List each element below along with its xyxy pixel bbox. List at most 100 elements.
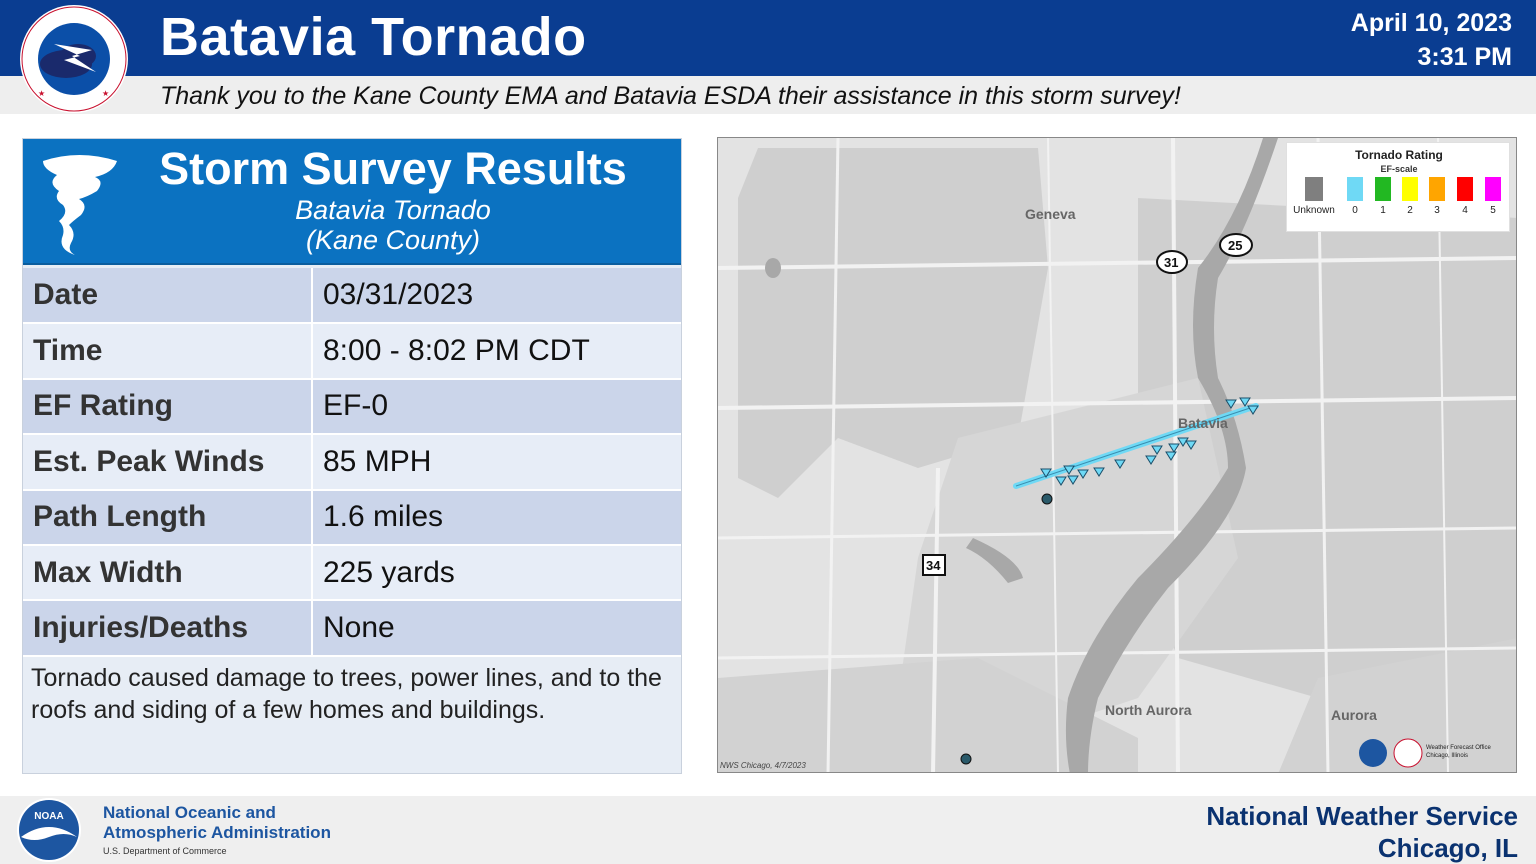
il25-shield: [1219, 233, 1253, 257]
road: [931, 467, 940, 772]
nws-small-logo: [1393, 738, 1423, 768]
damage-point: [1077, 469, 1089, 479]
results-panel: Storm Survey Results Batavia Tornado (Ka…: [22, 138, 682, 774]
office-label: Weather Forecast Office Chicago, Illinoi…: [1426, 745, 1491, 759]
us34-shield: [922, 554, 946, 576]
legend-subtitle: EF-scale: [1380, 164, 1418, 174]
urban-area: [1278, 638, 1516, 772]
noaa-name-line2: Atmospheric Administration: [103, 823, 331, 842]
legend-label: 4: [1462, 205, 1468, 216]
place-batavia: Batavia: [1178, 415, 1228, 431]
road: [826, 138, 840, 772]
thanks-note: Thank you to the Kane County EMA and Bat…: [160, 82, 1181, 110]
noaa-name: National Oceanic and Atmospheric Adminis…: [103, 803, 331, 843]
urban-area: [718, 658, 1138, 772]
legend-label: Unknown: [1293, 205, 1335, 216]
tornado-icon: [43, 155, 117, 255]
damage-point: [1145, 455, 1157, 465]
pond: [765, 258, 781, 278]
damage-point: [1063, 465, 1075, 475]
page-title: Batavia Tornado: [160, 7, 587, 67]
damage-point: [1165, 451, 1177, 461]
lake: [966, 538, 1023, 583]
us31-shield: [1156, 250, 1188, 274]
footer-band: [0, 796, 1536, 864]
legend-swatch: [1457, 177, 1473, 201]
survey-marker: [1041, 493, 1053, 505]
survey-map[interactable]: Geneva Batavia North Aurora Aurora 31 25…: [717, 137, 1517, 773]
row-value: 85 MPH: [312, 434, 681, 491]
row-value: 225 yards: [312, 544, 681, 602]
table-row: Est. Peak Winds 85 MPH: [23, 434, 681, 491]
us31-label: 31: [1164, 255, 1179, 270]
damage-point: [1151, 445, 1163, 455]
damage-point: [1114, 459, 1126, 469]
row-label: Time: [23, 323, 313, 380]
legend-swatch: [1429, 177, 1445, 201]
road: [718, 256, 1516, 270]
row-value: 03/31/2023: [312, 268, 681, 325]
damage-point: [1247, 405, 1259, 415]
legend-swatch: [1305, 177, 1323, 201]
nws-office-line1: National Weather Service: [1206, 801, 1518, 831]
row-value: 1.6 miles: [312, 489, 681, 546]
legend-swatch: [1347, 177, 1363, 201]
map-credit: NWS Chicago, 4/7/2023: [720, 761, 806, 770]
survey-marker: [960, 753, 972, 765]
issue-date: April 10, 2023: [1350, 9, 1512, 37]
row-value: 8:00 - 8:02 PM CDT: [312, 323, 681, 380]
damage-point: [1177, 437, 1189, 447]
damage-point: [1040, 468, 1052, 478]
table-row: Injuries/Deaths None: [23, 600, 681, 657]
road: [1047, 138, 1059, 772]
urban-area: [1138, 198, 1516, 698]
legend-label: 1: [1380, 205, 1386, 216]
place-aurora: Aurora: [1331, 707, 1377, 723]
table-row: Max Width 225 yards: [23, 544, 681, 602]
issue-time: 3:31 PM: [1417, 43, 1512, 71]
row-label: Path Length: [23, 489, 313, 546]
subheader-band: [0, 76, 1536, 114]
table-row: Time 8:00 - 8:02 PM CDT: [23, 323, 681, 380]
nws-office: National Weather Service Chicago, IL: [1206, 800, 1518, 864]
results-table: Date 03/31/2023 Time 8:00 - 8:02 PM CDT EF…: [23, 268, 681, 657]
nws-office-line2: Chicago, IL: [1377, 833, 1518, 863]
row-label: Est. Peak Winds: [23, 434, 313, 491]
damage-points: [1040, 397, 1259, 486]
road: [1171, 138, 1180, 772]
road: [1316, 138, 1330, 772]
results-header: Storm Survey Results Batavia Tornado (Ka…: [23, 139, 681, 265]
svg-text:★: ★: [102, 89, 109, 98]
row-label: Date: [23, 268, 313, 325]
results-title: Storm Survey Results: [159, 143, 627, 194]
noaa-small-logo: [1359, 739, 1387, 767]
table-row: EF Rating EF-0: [23, 378, 681, 436]
urban-area: [738, 148, 1048, 498]
nws-logo: ★ ★: [20, 5, 128, 113]
legend-swatch: [1375, 177, 1391, 201]
damage-point: [1225, 399, 1237, 409]
us34-label: 34: [926, 558, 941, 573]
results-subtitle: Batavia Tornado: [295, 195, 491, 225]
row-label: Max Width: [23, 544, 313, 602]
fox-river: [1065, 138, 1278, 772]
table-row: Date 03/31/2023: [23, 268, 681, 325]
damage-description: Tornado caused damage to trees, power li…: [31, 664, 662, 724]
road: [1437, 138, 1449, 772]
legend-swatch: [1402, 177, 1418, 201]
results-county: (Kane County): [305, 225, 481, 255]
row-label: Injuries/Deaths: [23, 600, 313, 657]
row-value: None: [312, 600, 681, 657]
tornado-track-outline: [1015, 405, 1257, 487]
road: [718, 396, 1516, 410]
svg-text:★: ★: [38, 89, 45, 98]
legend-title: Tornado Rating: [1355, 148, 1443, 162]
urban-area: [898, 378, 1238, 738]
issue-datetime: April 10, 2023 3:31 PM: [1351, 6, 1512, 74]
damage-point: [1067, 475, 1079, 485]
legend-label: 5: [1490, 205, 1496, 216]
legend-label: 0: [1352, 205, 1358, 216]
road: [718, 526, 1516, 540]
header-band: [0, 0, 1536, 76]
